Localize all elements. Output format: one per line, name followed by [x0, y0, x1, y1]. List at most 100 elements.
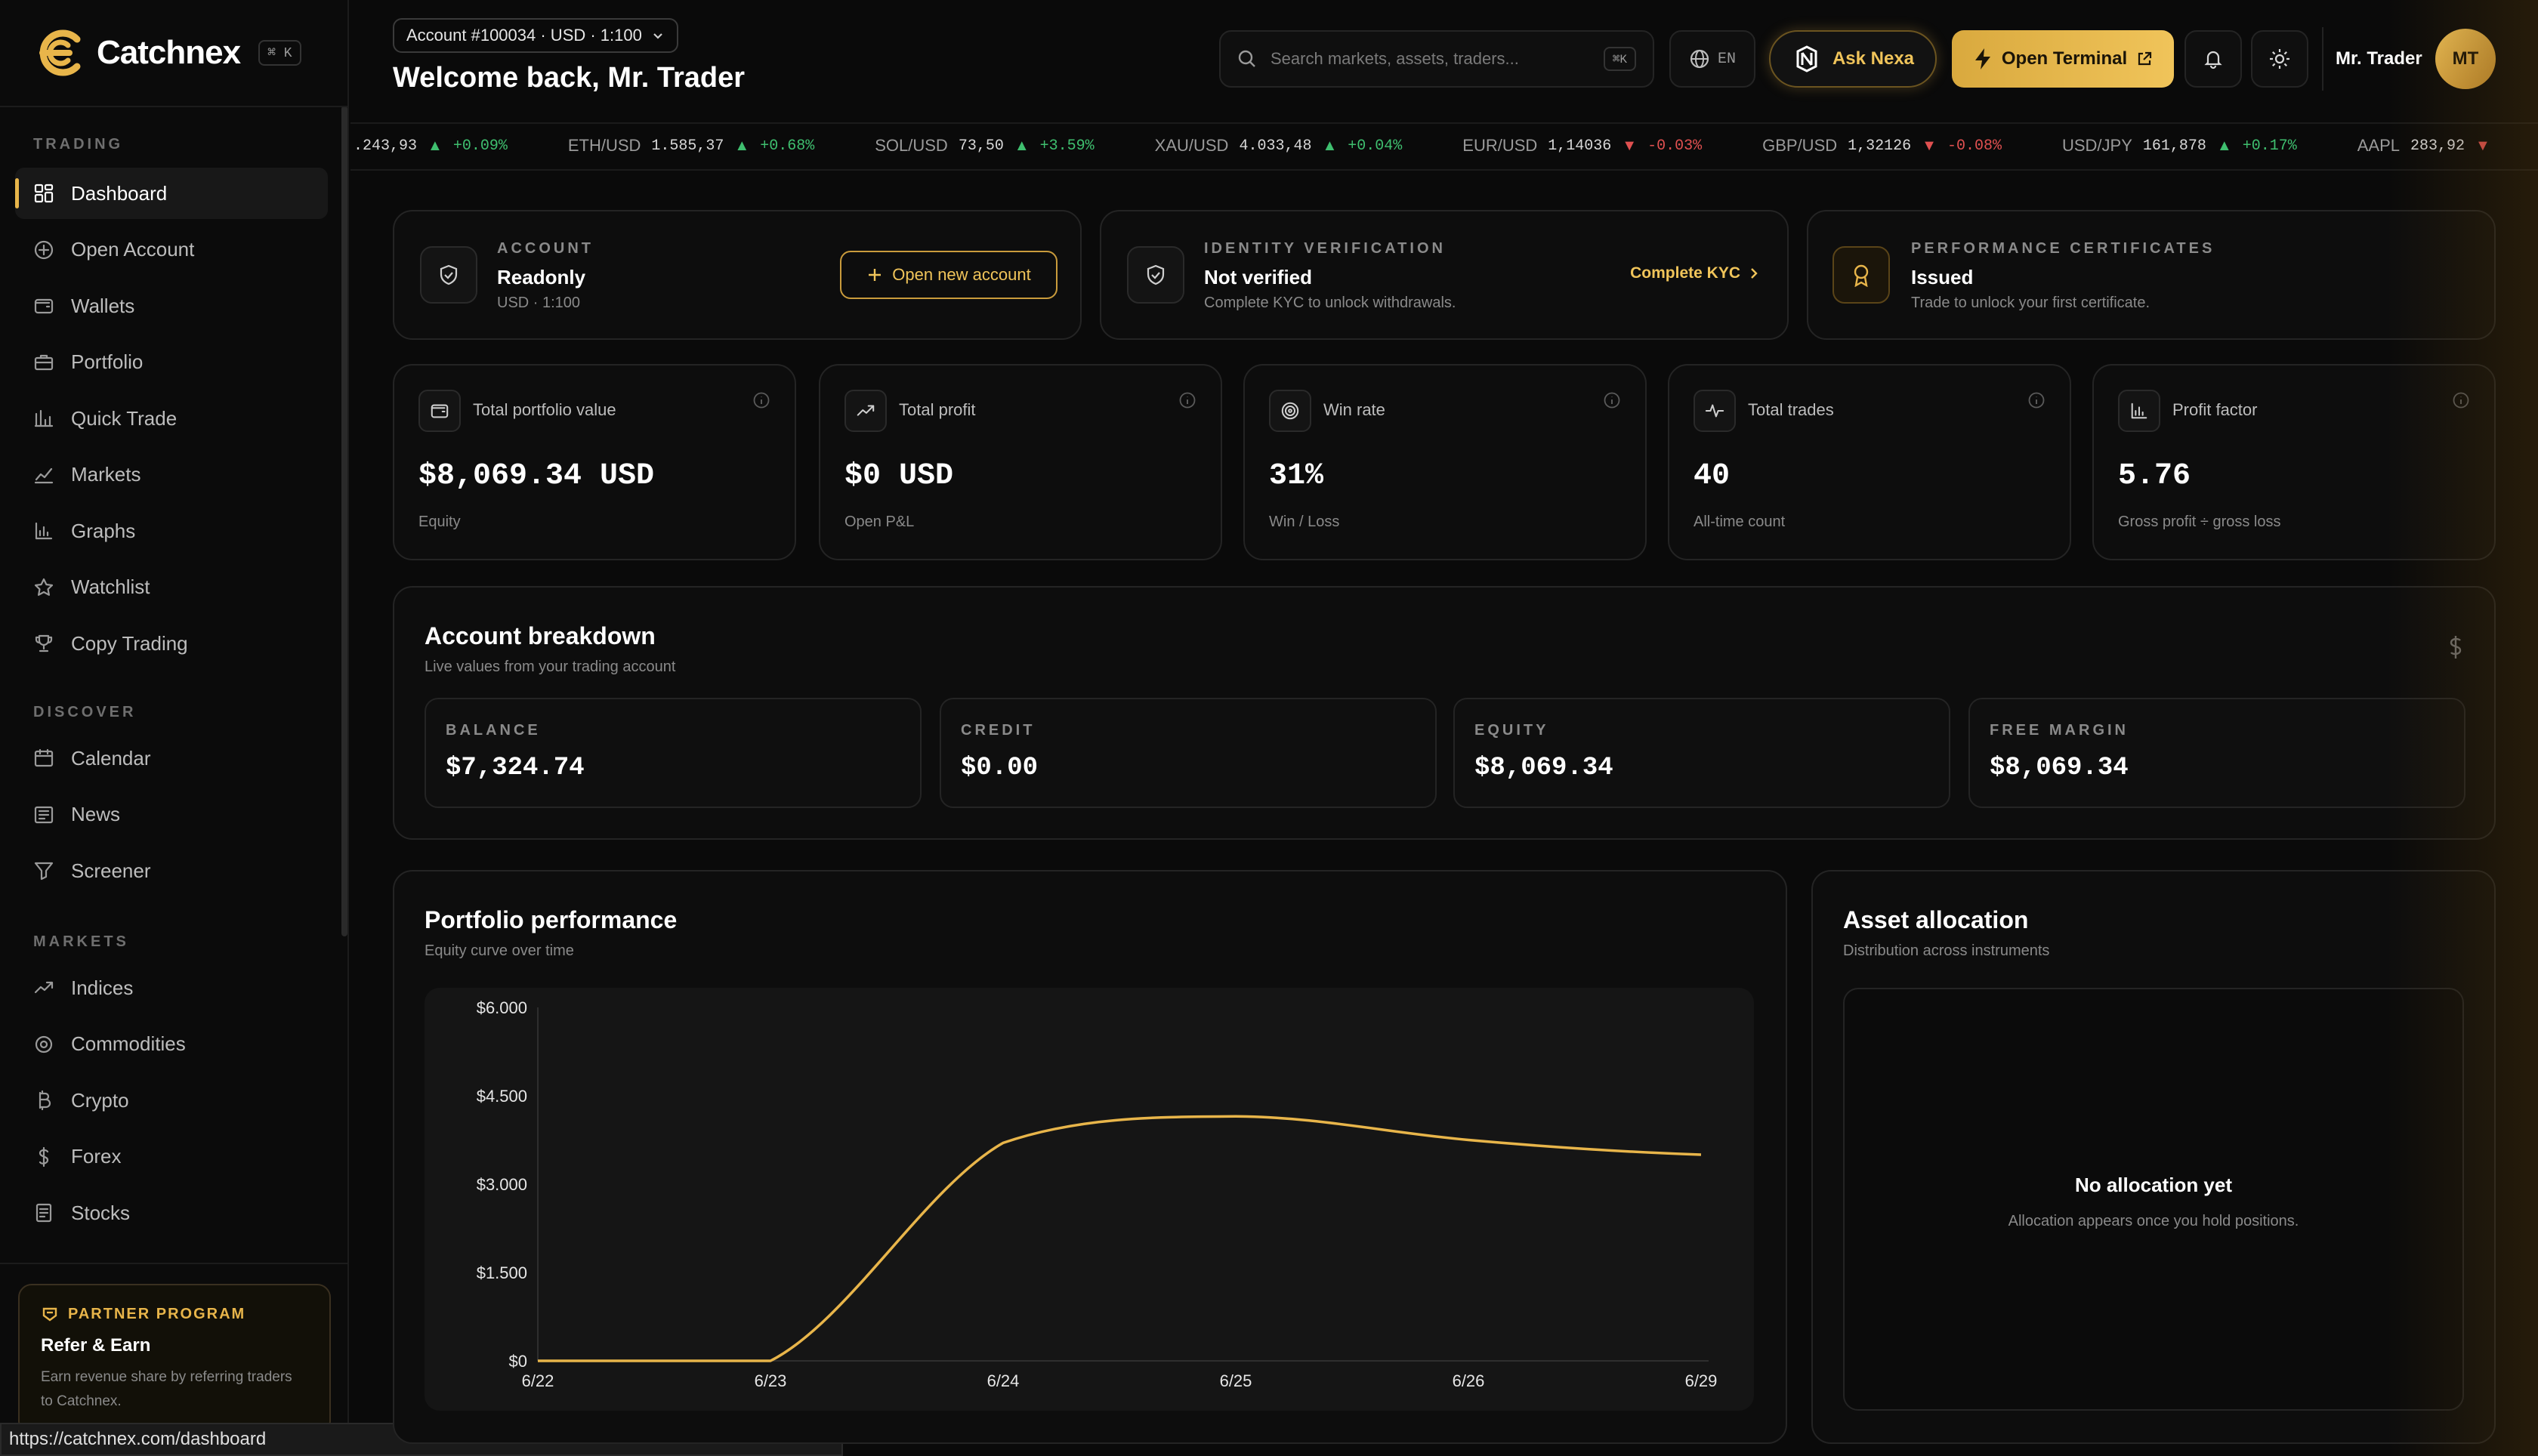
ticker-item[interactable]: USD/JPY 161,878 ▲ +0.17%: [2062, 136, 2297, 156]
arrow-up-icon: ▲: [2216, 137, 2232, 154]
sidebar-item-graphs[interactable]: Graphs: [15, 505, 328, 557]
info-icon[interactable]: [2027, 391, 2046, 409]
identity-title: Not verified: [1204, 266, 1313, 288]
ask-nexa-button[interactable]: Ask Nexa: [1769, 30, 1937, 88]
sidebar-item-screener[interactable]: Screener: [15, 845, 328, 896]
sidebar-item-commodities[interactable]: Commodities: [15, 1019, 328, 1070]
sidebar-item-label: Graphs: [71, 519, 136, 542]
y-tick-label: $4.500: [477, 1087, 527, 1106]
sidebar-item-watchlist[interactable]: Watchlist: [15, 562, 328, 613]
ticker-symbol: SOL/USD: [875, 136, 948, 155]
ticker-symbol: GBP/USD: [1762, 136, 1838, 155]
credit-value: $0.00: [961, 754, 1039, 782]
sidebar-item-label: Crypto: [71, 1088, 129, 1112]
certificates-title: Issued: [1911, 266, 1974, 288]
search-bar[interactable]: ⌘K: [1219, 30, 1654, 88]
calendar-icon: [34, 748, 54, 767]
x-tick-label: 6/22: [522, 1371, 554, 1390]
ticker-item[interactable]: GBP/USD 1,32126 ▼ -0.08%: [1762, 136, 2002, 156]
ticker-item[interactable]: SOL/USD 73,50 ▲ +3.59%: [875, 136, 1094, 156]
ticker-item[interactable]: .243,93 ▲ +0.09%: [354, 136, 508, 156]
app-name: Catchnex: [97, 34, 241, 71]
sidebar-item-label: News: [71, 803, 121, 825]
stat-label: Profit factor: [2172, 400, 2258, 419]
sidebar-item-indices[interactable]: Indices: [15, 962, 328, 1013]
avatar[interactable]: MT: [2435, 29, 2496, 89]
language-button[interactable]: EN: [1669, 30, 1755, 88]
notifications-button[interactable]: [2184, 30, 2242, 88]
stat-sub: Equity: [418, 514, 461, 530]
document-icon: [36, 1203, 52, 1223]
sidebar-scrollbar[interactable]: [341, 106, 347, 936]
ticker-change: -0.03%: [1647, 137, 1703, 155]
badge-icon: [42, 1307, 57, 1322]
sidebar-item-dashboard[interactable]: Dashboard: [15, 168, 328, 219]
price-ticker: .243,93 ▲ +0.09% ETH/USD 1.585,37 ▲ +0.68% SOL/…: [350, 122, 2538, 171]
award-icon: [1854, 264, 1869, 287]
sidebar-item-news[interactable]: News: [15, 789, 328, 841]
stat-card-total-trades: Total trades 40 All-time count: [1668, 364, 2071, 560]
sidebar-item-copy-trading[interactable]: Copy Trading: [15, 618, 328, 669]
quick-trade-icon: [34, 409, 54, 427]
sidebar-item-markets[interactable]: Markets: [15, 449, 328, 501]
identity-icon-box: [1127, 246, 1184, 304]
partner-tag: PARTNER PROGRAM: [41, 1305, 308, 1323]
command-shortcut[interactable]: ⌘ K: [258, 40, 301, 66]
account-title: Readonly: [497, 266, 586, 288]
ticker-item[interactable]: AAPL 283,92 ▼: [2357, 136, 2490, 156]
info-icon[interactable]: [1603, 391, 1621, 409]
logo[interactable]: Catchnex ⌘ K: [33, 29, 301, 77]
free-margin-label: FREE MARGIN: [1990, 722, 2129, 739]
trophy-icon: [35, 634, 53, 652]
arrow-up-icon: ▲: [428, 137, 443, 154]
search-icon: [1238, 50, 1255, 67]
sidebar-item-portfolio[interactable]: Portfolio: [15, 337, 328, 388]
certificates-card[interactable]: PERFORMANCE CERTIFICATES Issued Trade to…: [1807, 210, 2496, 340]
section-discover: DISCOVER: [33, 704, 137, 720]
section-trading: TRADING: [33, 136, 124, 153]
ticker-item[interactable]: ETH/USD 1.585,37 ▲ +0.68%: [568, 136, 814, 156]
chevron-right-icon: [1751, 268, 1758, 279]
search-input[interactable]: [1271, 49, 1590, 69]
sidebar-item-forex[interactable]: Forex: [15, 1131, 328, 1183]
certificates-sub: Trade to unlock your first certificate.: [1911, 295, 2151, 311]
sidebar-item-label: Forex: [71, 1145, 122, 1168]
sidebar-item-quick-trade[interactable]: Quick Trade: [15, 393, 328, 444]
balance-label: BALANCE: [446, 722, 541, 739]
ticker-item[interactable]: XAU/USD 4.033,48 ▲ +0.04%: [1155, 136, 1403, 156]
open-new-account-button[interactable]: Open new account: [840, 251, 1058, 299]
globe-icon: [1690, 49, 1709, 69]
info-icon[interactable]: [2452, 391, 2470, 409]
complete-kyc-link[interactable]: Complete KYC: [1630, 264, 1760, 282]
equity-box: EQUITY $8,069.34: [1453, 698, 1950, 808]
equity-chart[interactable]: $0 $1.500 $3.000 $4.500 $6.000 6/22 6/23 6/24 6/…: [425, 988, 1754, 1411]
sidebar-item-label: Quick Trade: [71, 406, 178, 430]
user-name[interactable]: Mr. Trader: [2336, 48, 2422, 69]
sidebar-item-wallets[interactable]: Wallets: [15, 280, 328, 332]
sidebar-item-stocks[interactable]: Stocks: [15, 1187, 328, 1239]
y-tick-label: $1.500: [477, 1263, 527, 1282]
account-card: ACCOUNT Readonly USD · 1:100 Open new ac…: [393, 210, 1082, 340]
shield-icon: [440, 264, 458, 285]
theme-toggle-button[interactable]: [2251, 30, 2308, 88]
ticker-track: .243,93 ▲ +0.09% ETH/USD 1.585,37 ▲ +0.68% SOL/…: [354, 136, 2538, 156]
account-sub: USD · 1:100: [497, 295, 581, 311]
sidebar-item-crypto[interactable]: Crypto: [15, 1075, 328, 1126]
shield-icon: [1147, 264, 1165, 285]
stat-icon-box: [418, 390, 461, 432]
sidebar-item-label: Watchlist: [71, 575, 150, 598]
stat-value: 5.76: [2118, 459, 2191, 493]
info-icon[interactable]: [1178, 391, 1196, 409]
sidebar-item-label: Portfolio: [71, 350, 144, 373]
divider: [0, 106, 347, 107]
partner-program-card[interactable]: PARTNER PROGRAM Refer & Earn Earn revenu…: [18, 1284, 331, 1435]
y-tick-label: $6.000: [477, 998, 527, 1017]
complete-kyc-label: Complete KYC: [1630, 264, 1740, 282]
info-icon[interactable]: [752, 391, 770, 409]
sidebar-item-calendar[interactable]: Calendar: [15, 733, 328, 784]
open-terminal-button[interactable]: Open Terminal: [1952, 30, 2174, 88]
account-selector[interactable]: Account #100034 · USD · 1:100: [393, 18, 678, 53]
ticker-item[interactable]: EUR/USD 1,14036 ▼ -0.03%: [1462, 136, 1702, 156]
bitcoin-icon: [39, 1090, 51, 1111]
sidebar-item-open-account[interactable]: Open Account: [15, 224, 328, 276]
